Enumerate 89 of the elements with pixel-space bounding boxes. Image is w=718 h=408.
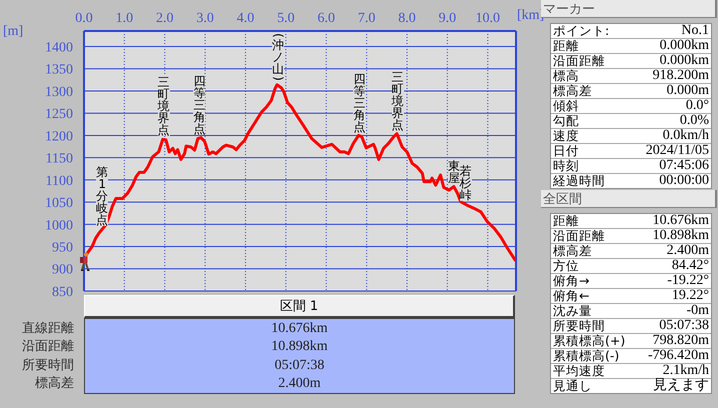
text: 沿面距離 — [553, 228, 605, 243]
y-tick-label: 1100 — [46, 174, 73, 189]
text: 経過時間 — [553, 173, 605, 188]
text: 標高差 — [553, 83, 592, 98]
x-tick-label: 7.0 — [358, 11, 376, 26]
text: 2.400m — [666, 243, 709, 258]
text: 0.000km — [660, 38, 709, 53]
text: 84.42° — [672, 258, 709, 273]
text: 05:07:38 — [274, 358, 324, 373]
x-tick-label: 9.0 — [438, 11, 456, 26]
text: 方位 — [553, 258, 579, 273]
text: 2.1km/h — [662, 363, 709, 378]
text: 19.22° — [672, 288, 709, 303]
text: 標高差 — [553, 243, 592, 258]
text: ポイント: — [553, 23, 610, 38]
text: 時刻 — [553, 158, 579, 173]
y-tick-label: 850 — [52, 284, 73, 300]
y-tick-label: 900 — [52, 262, 73, 278]
y-tick-label: 1050 — [45, 196, 73, 212]
y-tick-label: 1400 — [45, 40, 73, 56]
text: 日付 — [553, 143, 579, 158]
text: 直線距離 — [22, 321, 74, 336]
text: 平均速度 — [553, 363, 605, 378]
x-tick-label: 2.0 — [156, 11, 174, 26]
text: 沿面距離 — [22, 339, 74, 354]
text: 所要時間 — [553, 318, 605, 333]
text: 見えます — [653, 378, 709, 393]
text: 所要時間 — [22, 358, 74, 373]
text: -796.420m — [648, 348, 709, 363]
annotation: 四等三角点 — [353, 72, 366, 134]
text: マーカー — [543, 2, 595, 17]
text: 俯角← — [553, 288, 590, 303]
annotation: 三町境界点 — [392, 70, 404, 132]
annotation: 若杉峠 — [460, 164, 472, 202]
y-tick-label: 1350 — [45, 62, 73, 78]
text: 俯角→ — [553, 273, 590, 288]
text: 0.0% — [680, 113, 709, 128]
y-tick-label: 1250 — [45, 107, 73, 122]
x-tick-label: 1.0 — [116, 11, 134, 26]
text: 標高 — [553, 68, 579, 83]
text: 0.0° — [686, 98, 709, 113]
text: 標高差 — [35, 376, 74, 392]
x-tick-label: 5.0 — [277, 11, 295, 26]
text: 0.000km — [660, 53, 709, 68]
text: 0.0km/h — [662, 128, 709, 143]
annotation: 三町境界点 — [158, 75, 170, 138]
x-tick-label: 6.0 — [317, 11, 335, 26]
y-tick-label: 1150 — [46, 152, 73, 167]
text: 勾配 — [553, 113, 579, 128]
text: 00:00:00 — [659, 173, 709, 188]
text: 区間 1 — [280, 299, 318, 314]
y-tick-label: 950 — [52, 240, 73, 256]
text: 沈み量 — [553, 303, 592, 318]
text: 沿面距離 — [553, 53, 605, 68]
text: 918.200m — [652, 68, 709, 83]
text: 05:07:38 — [659, 318, 709, 333]
text: 2.400m — [278, 376, 321, 392]
x-tick-label: 4.0 — [236, 11, 254, 26]
text: No.1 — [681, 23, 709, 38]
y-tick-label: 1000 — [45, 218, 73, 234]
x-tick-label: 0.0 — [75, 11, 93, 26]
x-tick-label: 8.0 — [398, 11, 416, 26]
annotation: (沖ノ山) — [271, 31, 286, 84]
text: 累積標高(-) — [553, 348, 620, 363]
text: 距離 — [553, 38, 579, 53]
text: -0m — [686, 303, 709, 318]
text: 07:45:06 — [659, 158, 709, 173]
y-tick-label: 1200 — [45, 129, 73, 144]
x-tick-label: 10.0 — [475, 11, 500, 26]
text: 0.000m — [666, 83, 709, 98]
text: 798.820m — [652, 333, 709, 348]
text: 10.676km — [652, 213, 709, 228]
y-axis-title: [m] — [3, 24, 24, 40]
annotation: 四等三角点 — [193, 74, 206, 136]
text: 2024/11/05 — [646, 143, 709, 158]
y-tick-label: 1300 — [45, 84, 73, 100]
annotation: 第1分岐点 — [96, 164, 108, 227]
text: 見通し — [553, 378, 592, 393]
text: 10.898km — [271, 339, 328, 354]
x-tick-label: 3.0 — [196, 11, 214, 26]
text: 全区間 — [543, 192, 582, 207]
text: 累積標高(+) — [553, 333, 626, 348]
text: 10.898km — [652, 228, 709, 243]
text: 10.676km — [271, 321, 328, 336]
annotation: 東屋 — [448, 158, 460, 185]
text: 距離 — [553, 213, 579, 228]
text: 傾斜 — [553, 98, 579, 113]
text: -19.22° — [667, 273, 709, 288]
text: 速度 — [553, 128, 579, 143]
